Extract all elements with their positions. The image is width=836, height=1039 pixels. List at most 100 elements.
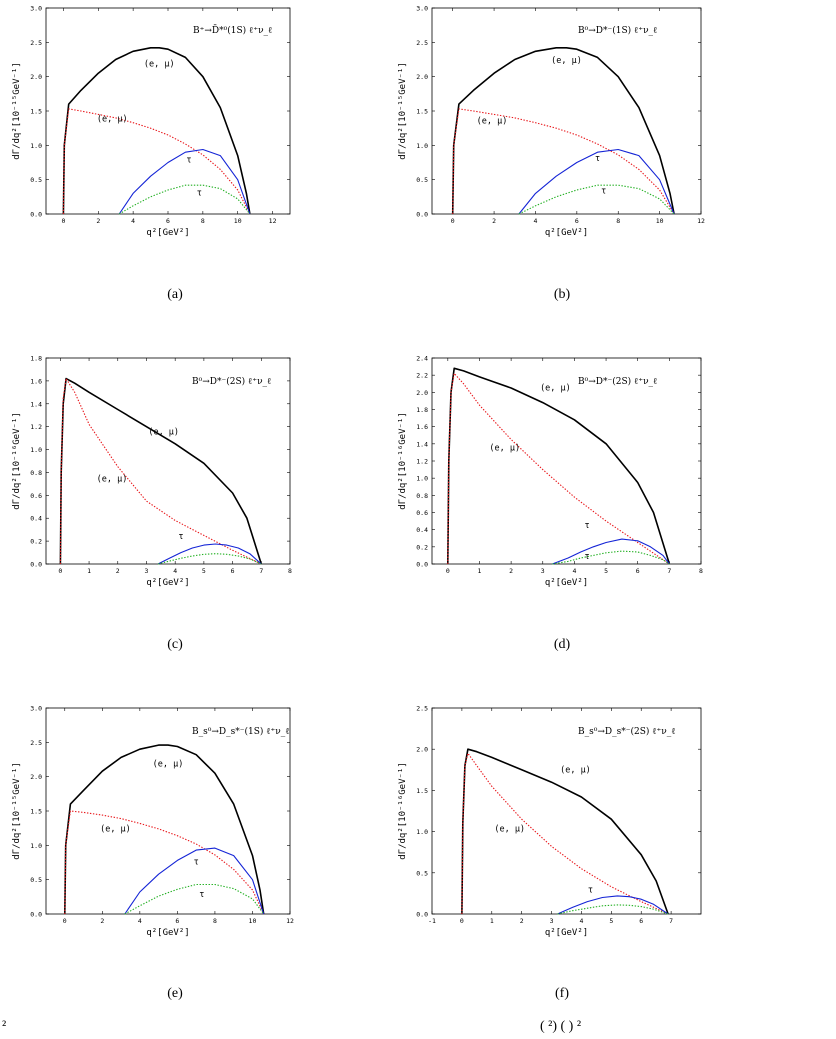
- panel-b-xtick-label-6: 12: [697, 217, 705, 225]
- panel-b-ytick-label-1: 0.5: [416, 176, 428, 184]
- panel-f-series-3: [557, 904, 669, 915]
- panel-b-xlabel: q²[GeV²]: [545, 228, 588, 238]
- panel-c-xtick-label-5: 5: [202, 567, 206, 575]
- panel-c-series-3: [157, 553, 262, 565]
- panel-d-series-label-2: τ: [585, 521, 590, 531]
- panel-d-ytick-label-2: 0.4: [416, 526, 428, 534]
- panel-d-xlabel: q²[GeV²]: [545, 578, 588, 588]
- panel-b-xtick-label-2: 4: [534, 217, 538, 225]
- panel-b-ytick-label-0: 0.0: [416, 211, 428, 219]
- panel-f-frame: [431, 707, 702, 915]
- panel-e-ytick-label-0: 0.0: [30, 911, 42, 919]
- panel-b: 0 2 4 6 8 10 12 0.0 0.5 1.0 1.5 2.0 2.5 3.0 q²[GeV²] dΓ…: [398, 5, 705, 303]
- panel-d-ytick-label-4: 0.8: [416, 492, 428, 500]
- panel-e-xtick-label-4: 8: [213, 917, 217, 925]
- panel-e-xlabel: q²[GeV²]: [146, 928, 189, 938]
- panel-d-series-2: [552, 538, 670, 565]
- panel-c: 0 1 2 3 4 5 6 7 8 0.0 0.2 0.4 0.6 0.8 1.0 1.2 1.4 1.6 1.8 q…: [12, 355, 292, 653]
- panel-a-ytick-label-6: 3.0: [30, 5, 42, 13]
- panel-d-ytick-label-0: 0.0: [416, 561, 428, 569]
- panel-c-ytick-label-6: 1.2: [30, 423, 42, 431]
- panel-f-ytick-label-4: 2.0: [416, 746, 428, 754]
- caption-right: ( ²) ( ) ²: [540, 1019, 581, 1034]
- panel-f-xtick-label-2: 1: [490, 917, 494, 925]
- panel-b-ytick-label-3: 1.5: [416, 108, 428, 116]
- panel-d-series-label-1: (e, μ): [489, 444, 520, 454]
- panel-b-ytick-label-4: 2.0: [416, 73, 428, 81]
- panel-f-xtick-label-3: 2: [520, 917, 524, 925]
- panel-a-xlabel: q²[GeV²]: [146, 228, 189, 238]
- panel-d-ytick-label-6: 1.2: [416, 458, 428, 466]
- panel-f-ylabel: dΓ/dq²[10⁻¹⁶GeV⁻¹]: [398, 762, 408, 860]
- panel-a-series-1: [62, 108, 251, 215]
- panel-b-xtick-label-3: 6: [575, 217, 579, 225]
- panel-b-xtick-label-4: 8: [616, 217, 620, 225]
- panel-e-series-label-3: τ: [199, 890, 204, 900]
- panel-c-label: (c): [167, 637, 183, 652]
- panel-d-ylabel: dΓ/dq²[10⁻¹⁶GeV⁻¹]: [398, 412, 408, 510]
- panel-b-ytick-label-6: 3.0: [416, 5, 428, 13]
- panel-c-ytick-label-4: 0.8: [30, 469, 42, 477]
- panel-d-xtick-label-4: 4: [572, 567, 576, 575]
- panel-e-series-2: [124, 847, 265, 915]
- panel-b-process-label: B⁰→D*⁻(1S) ℓ⁺ν_ℓ: [578, 25, 657, 36]
- panel-a-label: (a): [167, 287, 183, 302]
- panel-f-series-label-0: (e, μ): [560, 765, 591, 775]
- panel-f-ytick-label-3: 1.5: [416, 787, 428, 795]
- panel-a-xtick-label-3: 6: [166, 217, 170, 225]
- panel-d-series-label-3: τ: [585, 552, 590, 562]
- panel-e-ytick-label-4: 2.0: [30, 773, 42, 781]
- panel-a-series-label-1: (e, μ): [97, 114, 128, 124]
- panel-c-xtick-label-3: 3: [145, 567, 149, 575]
- panel-d-ytick-label-12: 2.4: [416, 355, 428, 363]
- panel-c-ytick-label-3: 0.6: [30, 492, 42, 500]
- panel-b-ytick-label-5: 2.5: [416, 39, 428, 47]
- panel-d-xtick-label-2: 2: [509, 567, 513, 575]
- panel-d-ytick-label-7: 1.4: [416, 440, 428, 448]
- panel-c-ytick-label-8: 1.6: [30, 377, 42, 385]
- panel-a-series-0: [62, 47, 251, 215]
- panel-d-ytick-label-11: 2.2: [416, 372, 428, 380]
- panel-e-xtick-label-5: 10: [249, 917, 257, 925]
- panel-c-series-0: [59, 377, 263, 565]
- panel-e-xtick-label-1: 2: [100, 917, 104, 925]
- panel-e-xtick-label-0: 0: [63, 917, 67, 925]
- panel-d: 0 1 2 3 4 5 6 7 8 0.0 0.2 0.4 0.6 0.8 1.0 1.2 1.4 1.6 1.8 2…: [398, 355, 703, 653]
- panel-e-series-label-1: (e, μ): [100, 825, 131, 835]
- panel-e-process-label: B_s⁰→D_s*⁻(1S) ℓ⁺ν_ℓ: [192, 726, 290, 737]
- panel-e-series-3: [124, 883, 265, 915]
- panel-c-ytick-label-5: 1.0: [30, 446, 42, 454]
- panel-a: 0 2 4 6 8 10 12 0.0 0.5 1.0 1.5 2.0 2.5 3.0 q²[GeV²] dΓ…: [12, 5, 291, 302]
- panel-a-ylabel: dΓ/dq²[10⁻¹⁵GeV⁻¹]: [12, 62, 22, 160]
- panel-e: 0 2 4 6 8 10 12 0.0 0.5 1.0 1.5 2.0 2.5 3.0 q²[GeV²] dΓ…: [12, 705, 294, 1002]
- panel-b-label: (b): [554, 287, 571, 302]
- panel-b-series-label-0: (e, μ): [551, 56, 582, 66]
- panel-a-xtick-label-1: 2: [96, 217, 100, 225]
- panel-c-ytick-label-9: 1.8: [30, 355, 42, 363]
- panel-d-ytick-label-3: 0.6: [416, 509, 428, 517]
- panel-a-process-label: B⁺→D̄*⁰(1S) ℓ⁺ν_ℓ: [193, 24, 272, 36]
- panel-c-ytick-label-0: 0.0: [30, 561, 42, 569]
- panel-c-process-label: B⁰→D*⁻(2S) ℓ⁺ν_ℓ: [192, 376, 271, 387]
- panel-b-ylabel: dΓ/dq²[10⁻¹⁵GeV⁻¹]: [398, 62, 408, 160]
- panel-d-series-label-0: (e, μ): [540, 384, 571, 394]
- panel-c-series-label-1: (e, μ): [97, 475, 128, 485]
- panel-b-xtick-label-5: 10: [656, 217, 664, 225]
- panel-c-xtick-label-7: 7: [259, 567, 263, 575]
- panel-a-xtick-label-2: 4: [131, 217, 135, 225]
- panel-d-ytick-label-1: 0.2: [416, 543, 428, 551]
- panel-c-ytick-label-7: 1.4: [30, 400, 42, 408]
- panel-d-xtick-label-5: 5: [604, 567, 608, 575]
- panel-c-series-label-0: (e, μ): [148, 428, 179, 438]
- panel-f-series-label-1: (e, μ): [494, 825, 525, 835]
- panel-b-ytick-label-2: 1.0: [416, 142, 428, 150]
- panel-c-xtick-label-8: 8: [288, 567, 292, 575]
- panel-a-series-3: [118, 184, 251, 215]
- panel-d-xtick-label-3: 3: [541, 567, 545, 575]
- panel-a-xtick-label-6: 12: [269, 217, 277, 225]
- panel-e-label: (e): [167, 986, 183, 1001]
- panel-b-series-label-3: τ: [601, 186, 606, 196]
- panel-f-series-1: [461, 752, 669, 915]
- panel-b-series-2: [518, 148, 675, 215]
- panel-a-ytick-label-3: 1.5: [30, 108, 42, 116]
